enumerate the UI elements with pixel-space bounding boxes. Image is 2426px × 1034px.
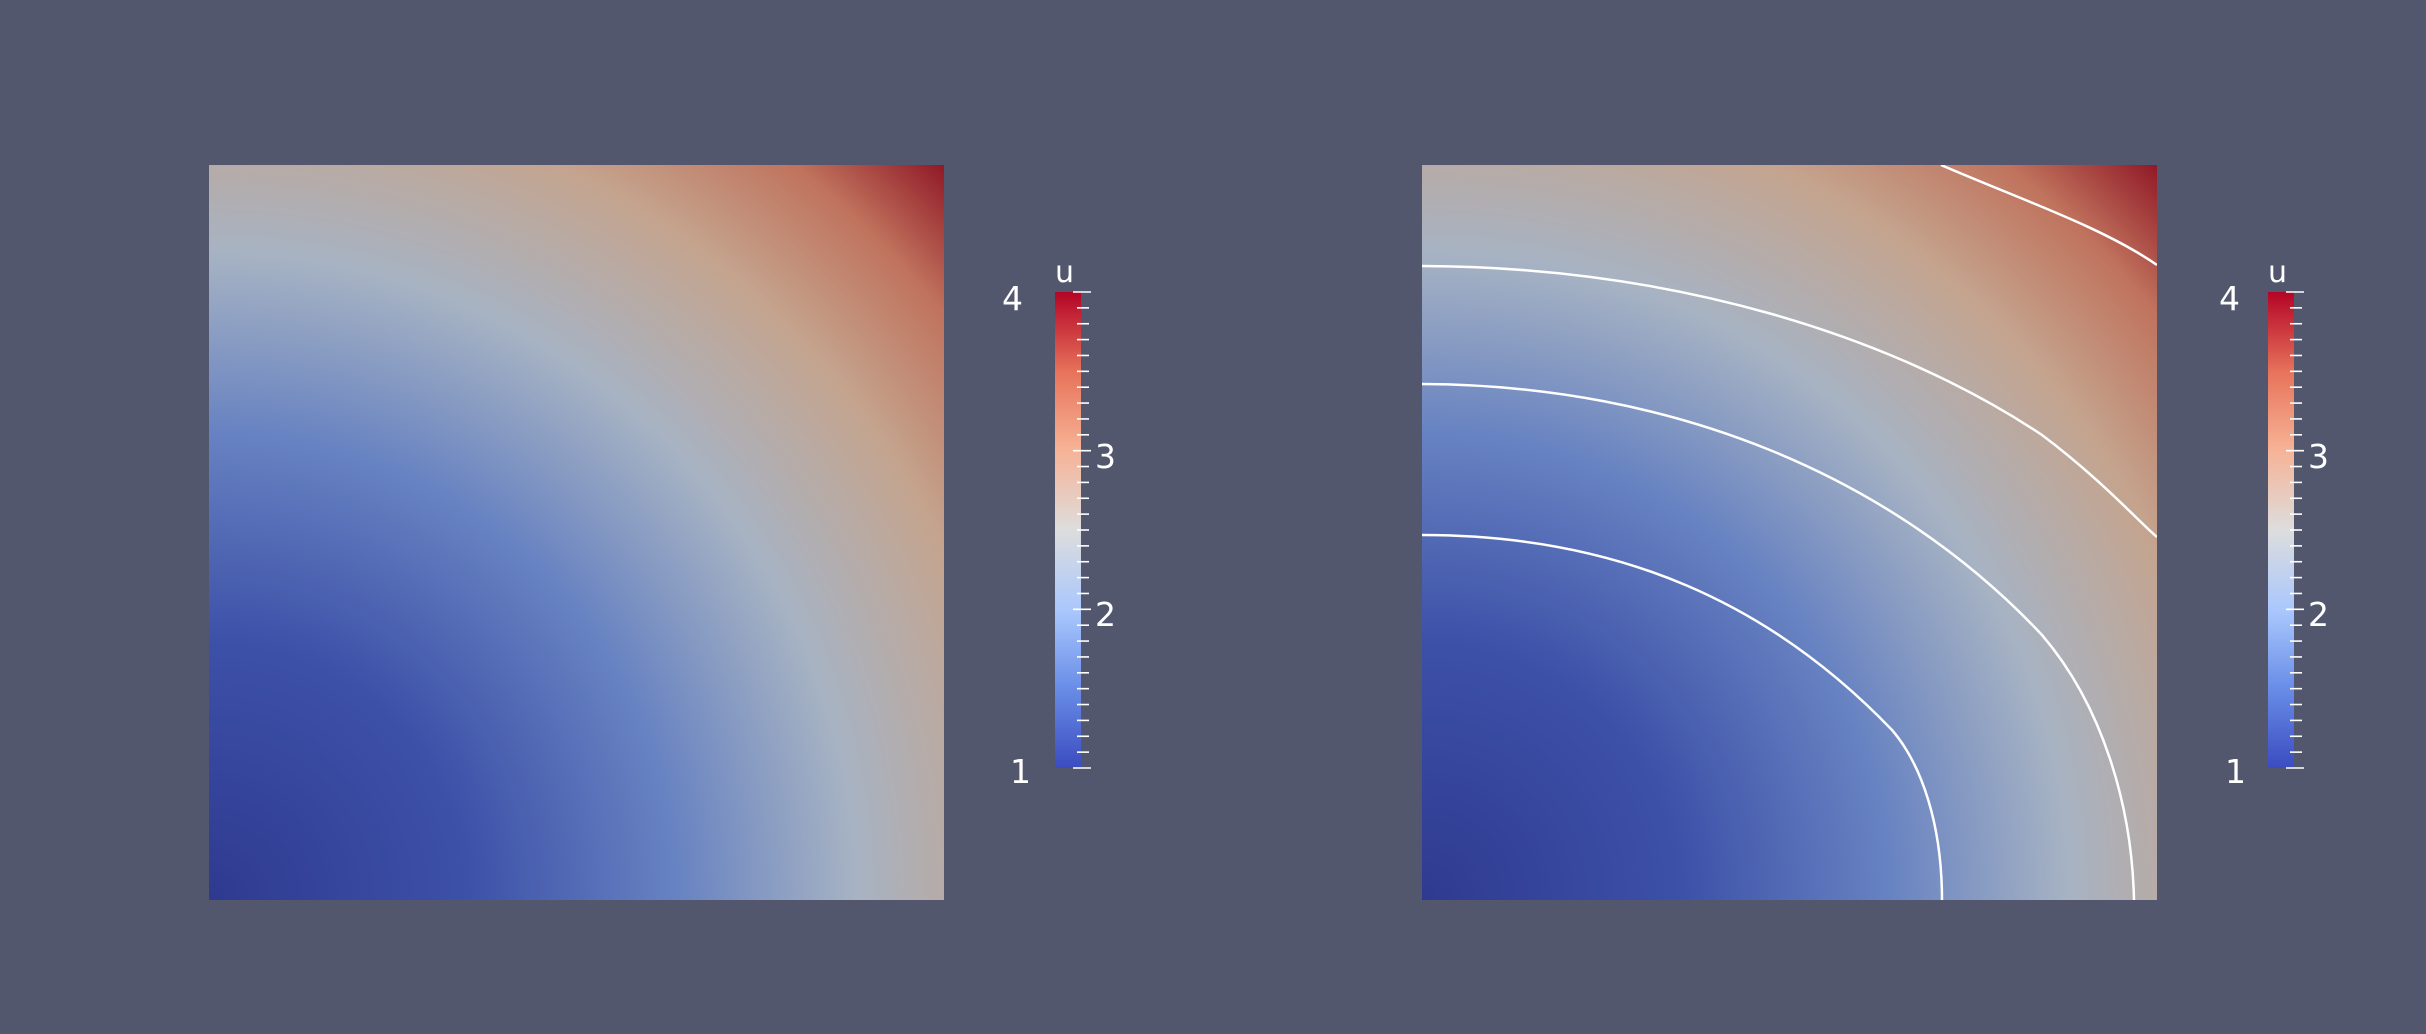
colorbar-label-min: 1 [1010,752,1031,791]
contour-line [1940,165,2157,267]
colorbar-gradient [2268,291,2304,769]
colorbar-label-2: 2 [2308,595,2329,634]
render-view-left[interactable]: u 4 3 2 1 [0,0,1213,1034]
contour-line [1422,533,1944,900]
field-surface-right [1422,165,2157,900]
colorbar-ticks [1073,291,1091,769]
colorbar-label-min: 1 [2225,752,2246,791]
colorbar-label-max: 4 [2219,279,2240,318]
render-view-right[interactable]: u 4 3 2 1 [1213,0,2426,1034]
colorbar-gradient [1055,291,1091,769]
contour-line [1422,264,2157,538]
colorbar-title: u [2268,255,2288,290]
colorbar-label-max: 4 [1002,279,1023,318]
colorbar-ticks [2286,291,2304,769]
colorbar-label-3: 3 [1095,437,1116,476]
field-surface-left [209,165,944,900]
field-plot-right[interactable] [1422,165,2157,900]
contour-lines [1422,165,2157,900]
colorbar-label-2: 2 [1095,595,1116,634]
colorbar-label-3: 3 [2308,437,2329,476]
field-plot-left[interactable] [209,165,944,900]
contour-line [1422,382,2136,900]
colorbar-title: u [1055,255,1075,290]
